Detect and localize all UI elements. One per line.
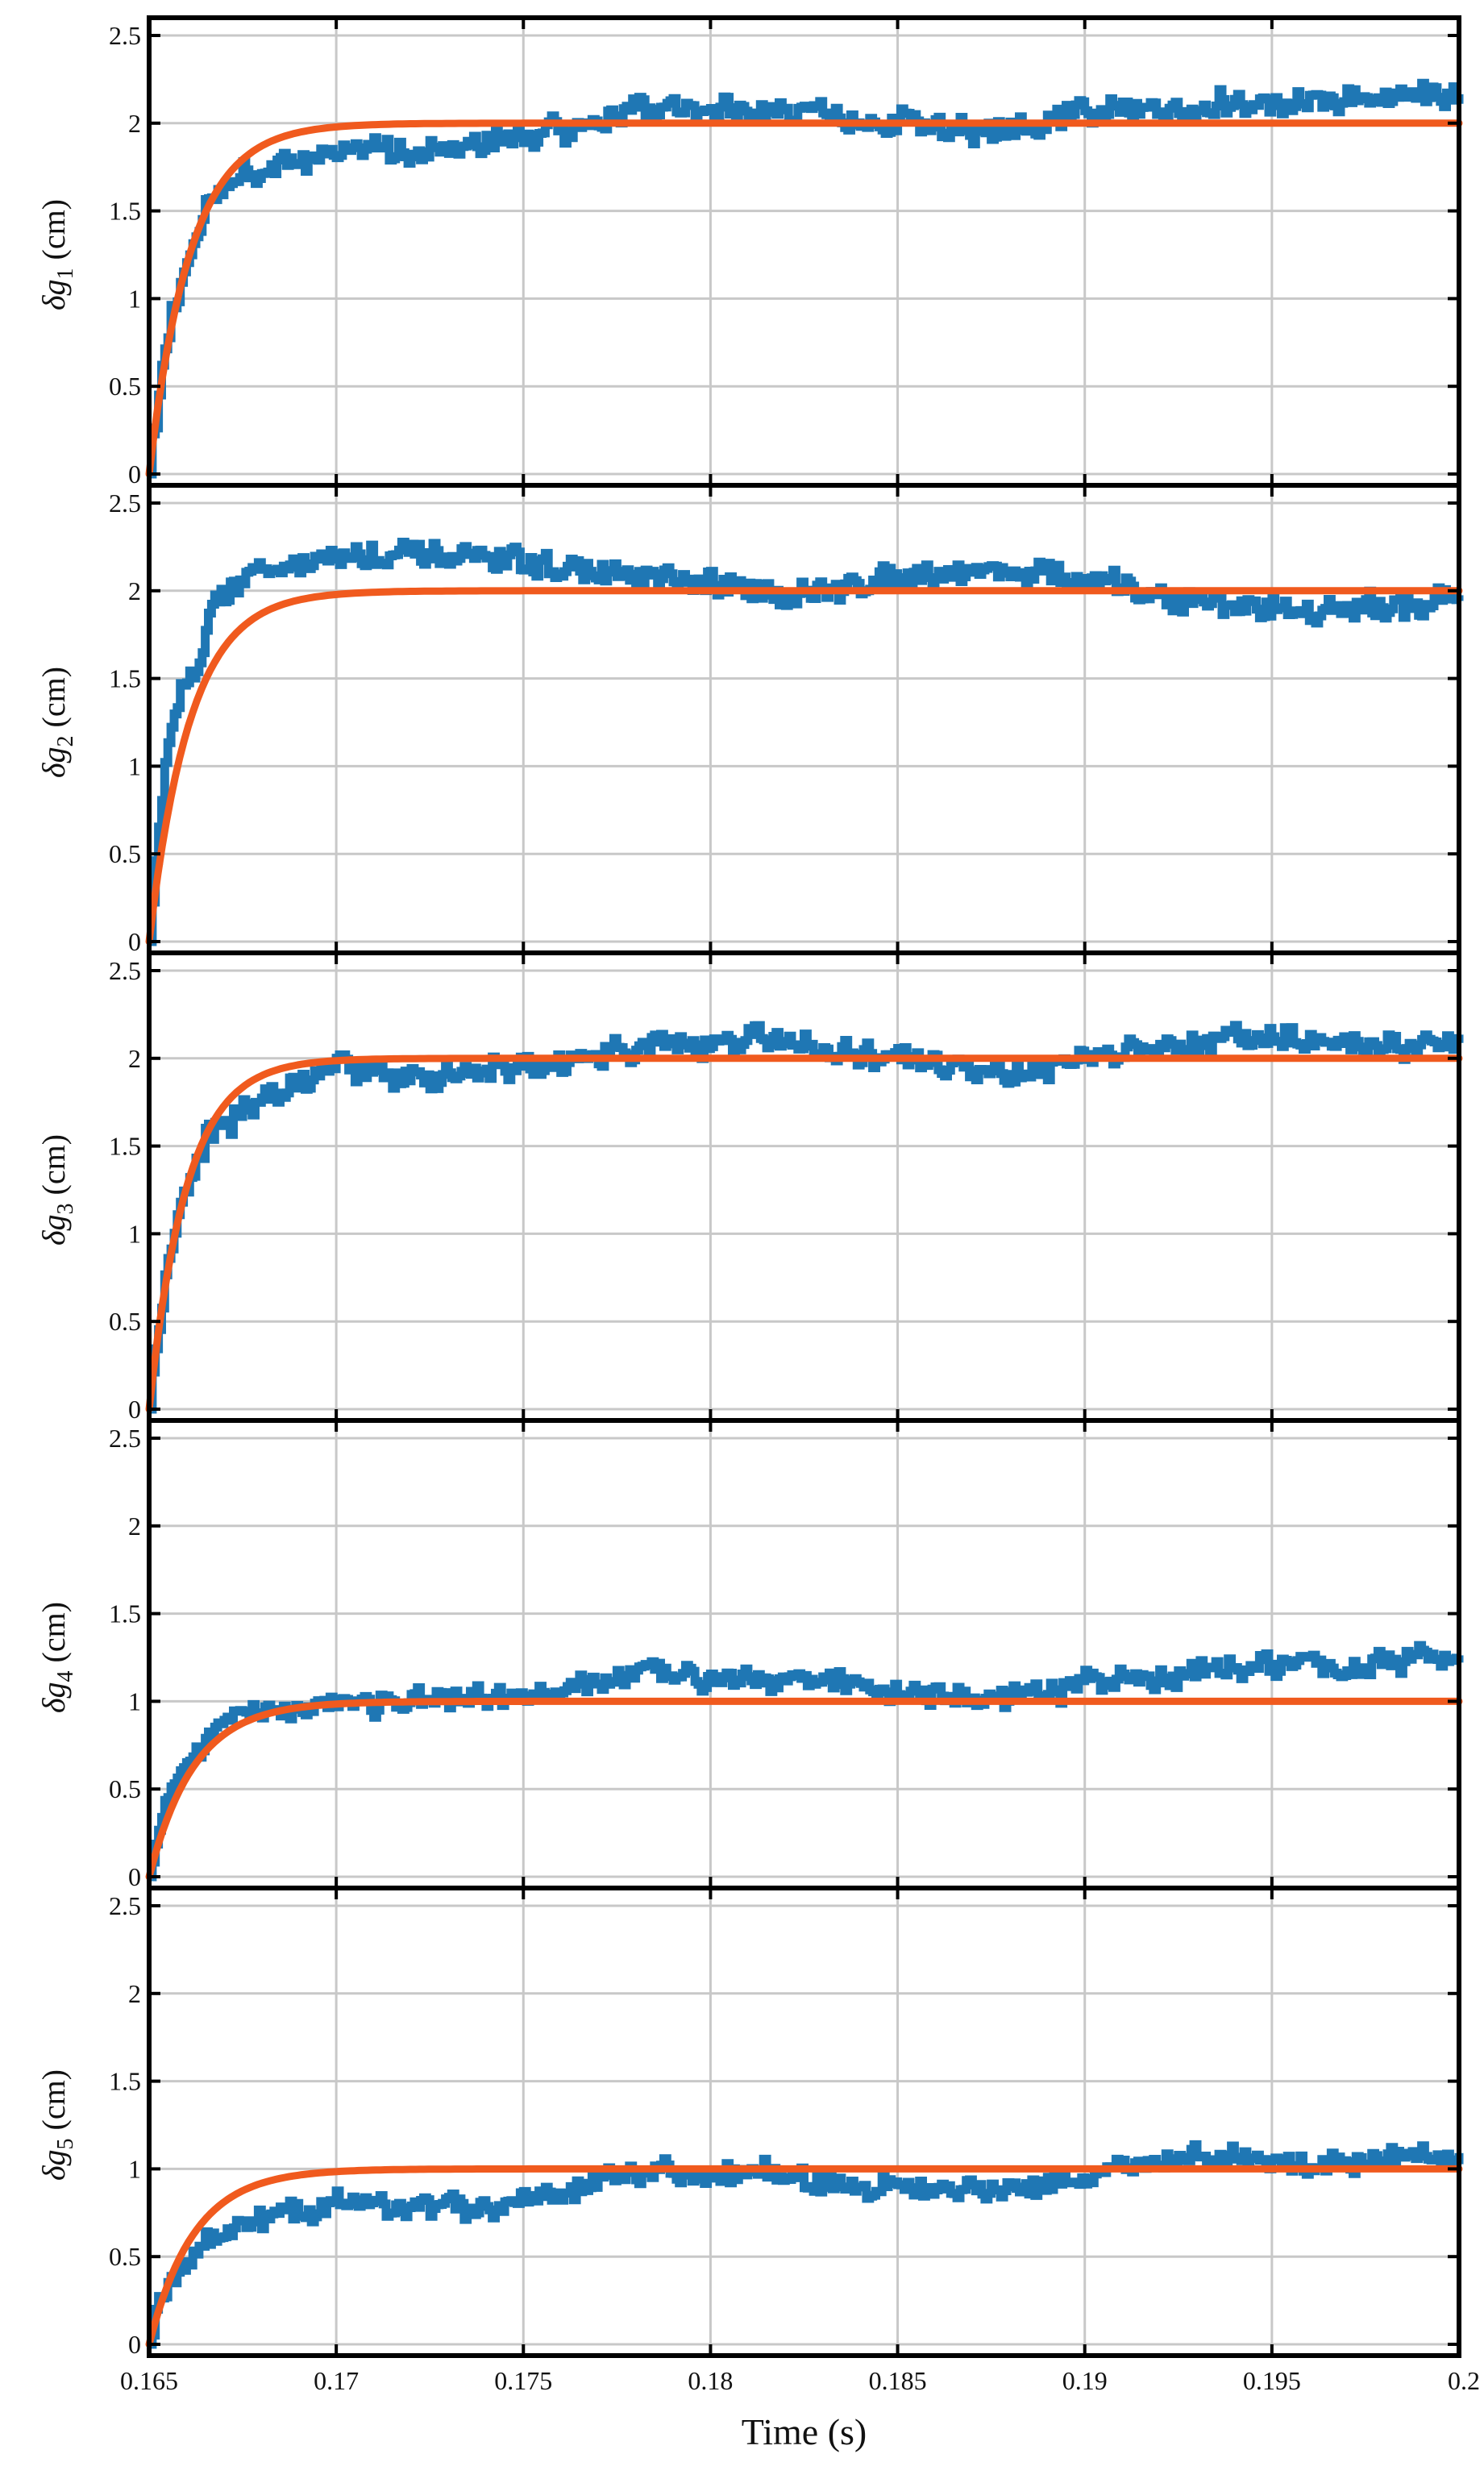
subplot-1: 0 0.5 1 1.5 2 2.5 δg1 (cm) [35, 15, 1464, 489]
x-tick-label: 0.18 [688, 2366, 733, 2395]
y-tick-label: 1.5 [109, 1132, 141, 1161]
y-tick-label: 0 [128, 1862, 141, 1891]
y-axis-label: δg3 (cm) [35, 1134, 78, 1246]
y-tick-label: 2.5 [109, 489, 141, 518]
plot-frame [147, 15, 1461, 488]
y-tick-label: 2 [128, 1044, 141, 1073]
measured-series-line [148, 1021, 1464, 1414]
y-tick-label: 2 [128, 1512, 141, 1541]
y-tick-label: 1 [128, 1219, 141, 1248]
x-tick-label: 0.165 [120, 2366, 178, 2395]
y-tick-label: 1 [128, 2154, 141, 2183]
y-tick-label: 1 [128, 751, 141, 780]
y-tick-label: 0.5 [109, 2242, 141, 2271]
y-tick-label: 0.5 [109, 372, 141, 401]
x-axis-label: Time (s) [742, 2411, 867, 2452]
y-axis-label: δg1 (cm) [35, 199, 78, 310]
measured-series-line [148, 2140, 1464, 2349]
y-tick-label: 1.5 [109, 1599, 141, 1628]
model-series-line [145, 587, 1463, 946]
y-tick-label: 1.5 [109, 664, 141, 693]
y-axis-label: δg5 (cm) [35, 2069, 78, 2181]
y-tick-label: 1 [128, 1686, 141, 1716]
measured-series-line [148, 1641, 1464, 1882]
subplot-2: 0 0.5 1 1.5 2 2.5 δg2 (cm) [35, 483, 1464, 956]
model-series-line [145, 1697, 1463, 1881]
y-tick-label: 1.5 [109, 2067, 141, 2096]
y-axis-label: δg2 (cm) [35, 667, 78, 778]
y-tick-label: 2 [128, 109, 141, 138]
y-tick-label: 0.5 [109, 839, 141, 868]
x-tick-label: 0.185 [869, 2366, 927, 2395]
y-tick-label: 0 [128, 460, 141, 489]
subplot-3: 0 0.5 1 1.5 2 2.5 δg3 (cm) [35, 950, 1464, 1424]
y-tick-label: 2 [128, 1979, 141, 2008]
y-tick-label: 0.5 [109, 1307, 141, 1336]
x-tick-label: 0.175 [494, 2366, 552, 2395]
model-series-line [145, 2165, 1463, 2348]
plot-frame [147, 950, 1461, 1423]
model-series-line [145, 1054, 1463, 1413]
plot-frame [147, 1886, 1461, 2358]
x-tick-label: 0.17 [314, 2366, 359, 2395]
measured-series-line [148, 538, 1464, 946]
y-tick-label: 2.5 [109, 1424, 141, 1453]
measured-series-line [148, 78, 1464, 479]
y-tick-label: 1.5 [109, 197, 141, 226]
x-tick-label: 0.2 [1448, 2366, 1480, 2395]
y-tick-label: 2.5 [109, 956, 141, 985]
y-tick-label: 0 [128, 2330, 141, 2359]
y-tick-label: 0 [128, 1395, 141, 1424]
x-tick-label: 0.195 [1243, 2366, 1301, 2395]
y-tick-label: 1 [128, 284, 141, 313]
y-axis-label: δg4 (cm) [35, 1602, 78, 1713]
y-tick-label: 2 [128, 576, 141, 605]
y-tick-label: 2.5 [109, 21, 141, 50]
model-series-line [145, 119, 1463, 478]
x-tick-label: 0.19 [1062, 2366, 1108, 2395]
y-tick-label: 0.5 [109, 1774, 141, 1803]
y-tick-label: 2.5 [109, 1891, 141, 1920]
subplot-5: 0 0.5 1 1.5 2 2.5 δg5 (cm) 0.165 0.17 0.175 0.18 0.… [35, 1886, 1480, 2452]
subplot-4: 0 0.5 1 1.5 2 2.5 δg4 (cm) [35, 1418, 1464, 1891]
y-tick-label: 0 [128, 927, 141, 956]
